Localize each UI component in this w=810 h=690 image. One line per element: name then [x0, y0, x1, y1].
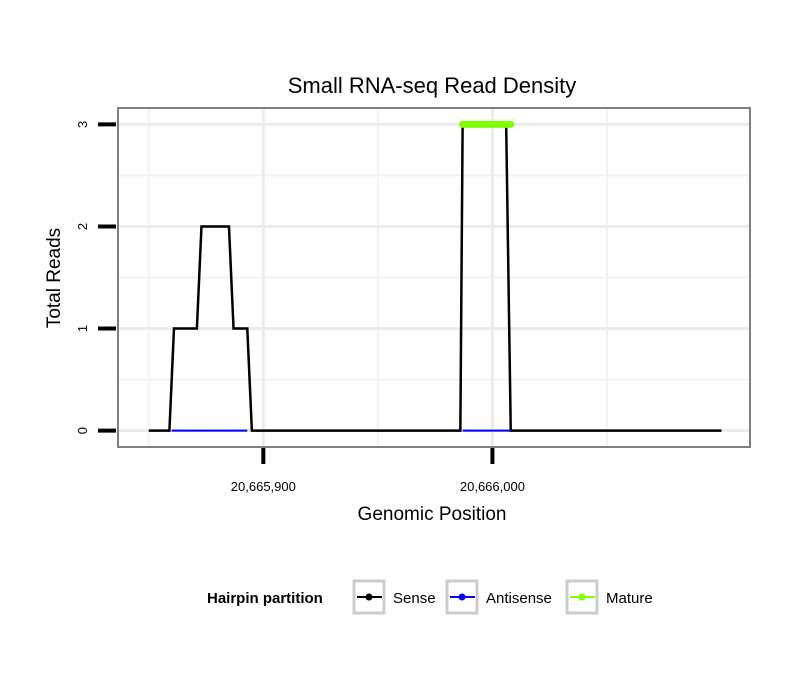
chart-title: Small RNA-seq Read Density [288, 73, 577, 98]
y-tick-label: 0 [75, 427, 90, 434]
series-layer [148, 120, 722, 432]
axis-layer: 20,665,900 20,666,000 0 1 2 3 [75, 121, 525, 494]
legend-label-antisense: Antisense [486, 590, 552, 607]
y-axis-title: Total Reads [44, 228, 65, 328]
legend-key-point-mature [578, 593, 586, 601]
legend-key-point-sense [365, 593, 373, 601]
legend-label-mature: Mature [606, 590, 653, 607]
y-tick-label: 3 [75, 121, 90, 128]
legend: Hairpin partition Sense Antisense Mature [207, 579, 653, 615]
legend-title: Hairpin partition [207, 590, 323, 607]
legend-label-sense: Sense [393, 590, 436, 607]
y-tick-label: 2 [75, 223, 90, 230]
x-tick-label: 20,665,900 [231, 479, 296, 494]
y-tick-label: 1 [75, 325, 90, 332]
plot-panel-border [117, 107, 751, 448]
grid-layer [119, 109, 749, 446]
x-tick-label: 20,666,000 [460, 479, 525, 494]
legend-key-point-antisense [458, 593, 466, 601]
x-axis-title: Genomic Position [358, 504, 507, 525]
